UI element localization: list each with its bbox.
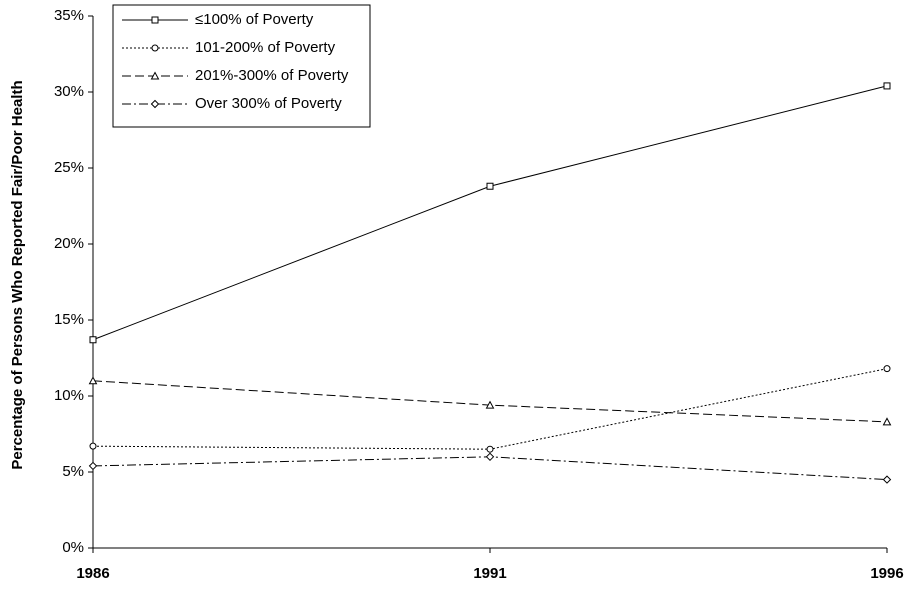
y-tick-label: 10%: [54, 387, 84, 404]
y-tick-label: 15%: [54, 311, 84, 328]
data-point: [883, 365, 891, 373]
legend-label: 101-200% of Poverty: [195, 39, 336, 56]
legend-marker: [151, 16, 159, 24]
data-point: [882, 417, 892, 426]
data-point: [882, 475, 892, 484]
x-tick-label: 1986: [76, 565, 109, 582]
data-point: [486, 445, 494, 453]
data-point: [486, 182, 494, 190]
y-tick-label: 35%: [54, 7, 84, 24]
data-point: [883, 82, 891, 90]
data-point: [88, 461, 98, 471]
y-tick-label: 30%: [54, 83, 84, 100]
data-point: [89, 336, 97, 344]
legend-marker: [151, 44, 159, 52]
data-point: [485, 452, 495, 462]
y-tick-label: 25%: [54, 159, 84, 176]
data-point: [485, 400, 495, 409]
y-tick-label: 5%: [62, 463, 84, 480]
legend-marker: [150, 71, 160, 80]
y-axis-title: Percentage of Persons Who Reported Fair/…: [9, 80, 26, 469]
legend-marker: [150, 99, 160, 109]
y-tick-label: 20%: [54, 235, 84, 252]
legend-label: ≤100% of Poverty: [195, 11, 314, 28]
data-point: [88, 376, 98, 385]
data-point: [89, 442, 97, 450]
y-tick-label: 0%: [62, 539, 84, 556]
x-tick-label: 1991: [473, 565, 506, 582]
legend-label: Over 300% of Poverty: [195, 95, 342, 112]
series-line: [92, 368, 888, 450]
legend-label: 201%-300% of Poverty: [195, 67, 349, 84]
x-tick-label: 1996: [870, 565, 903, 582]
